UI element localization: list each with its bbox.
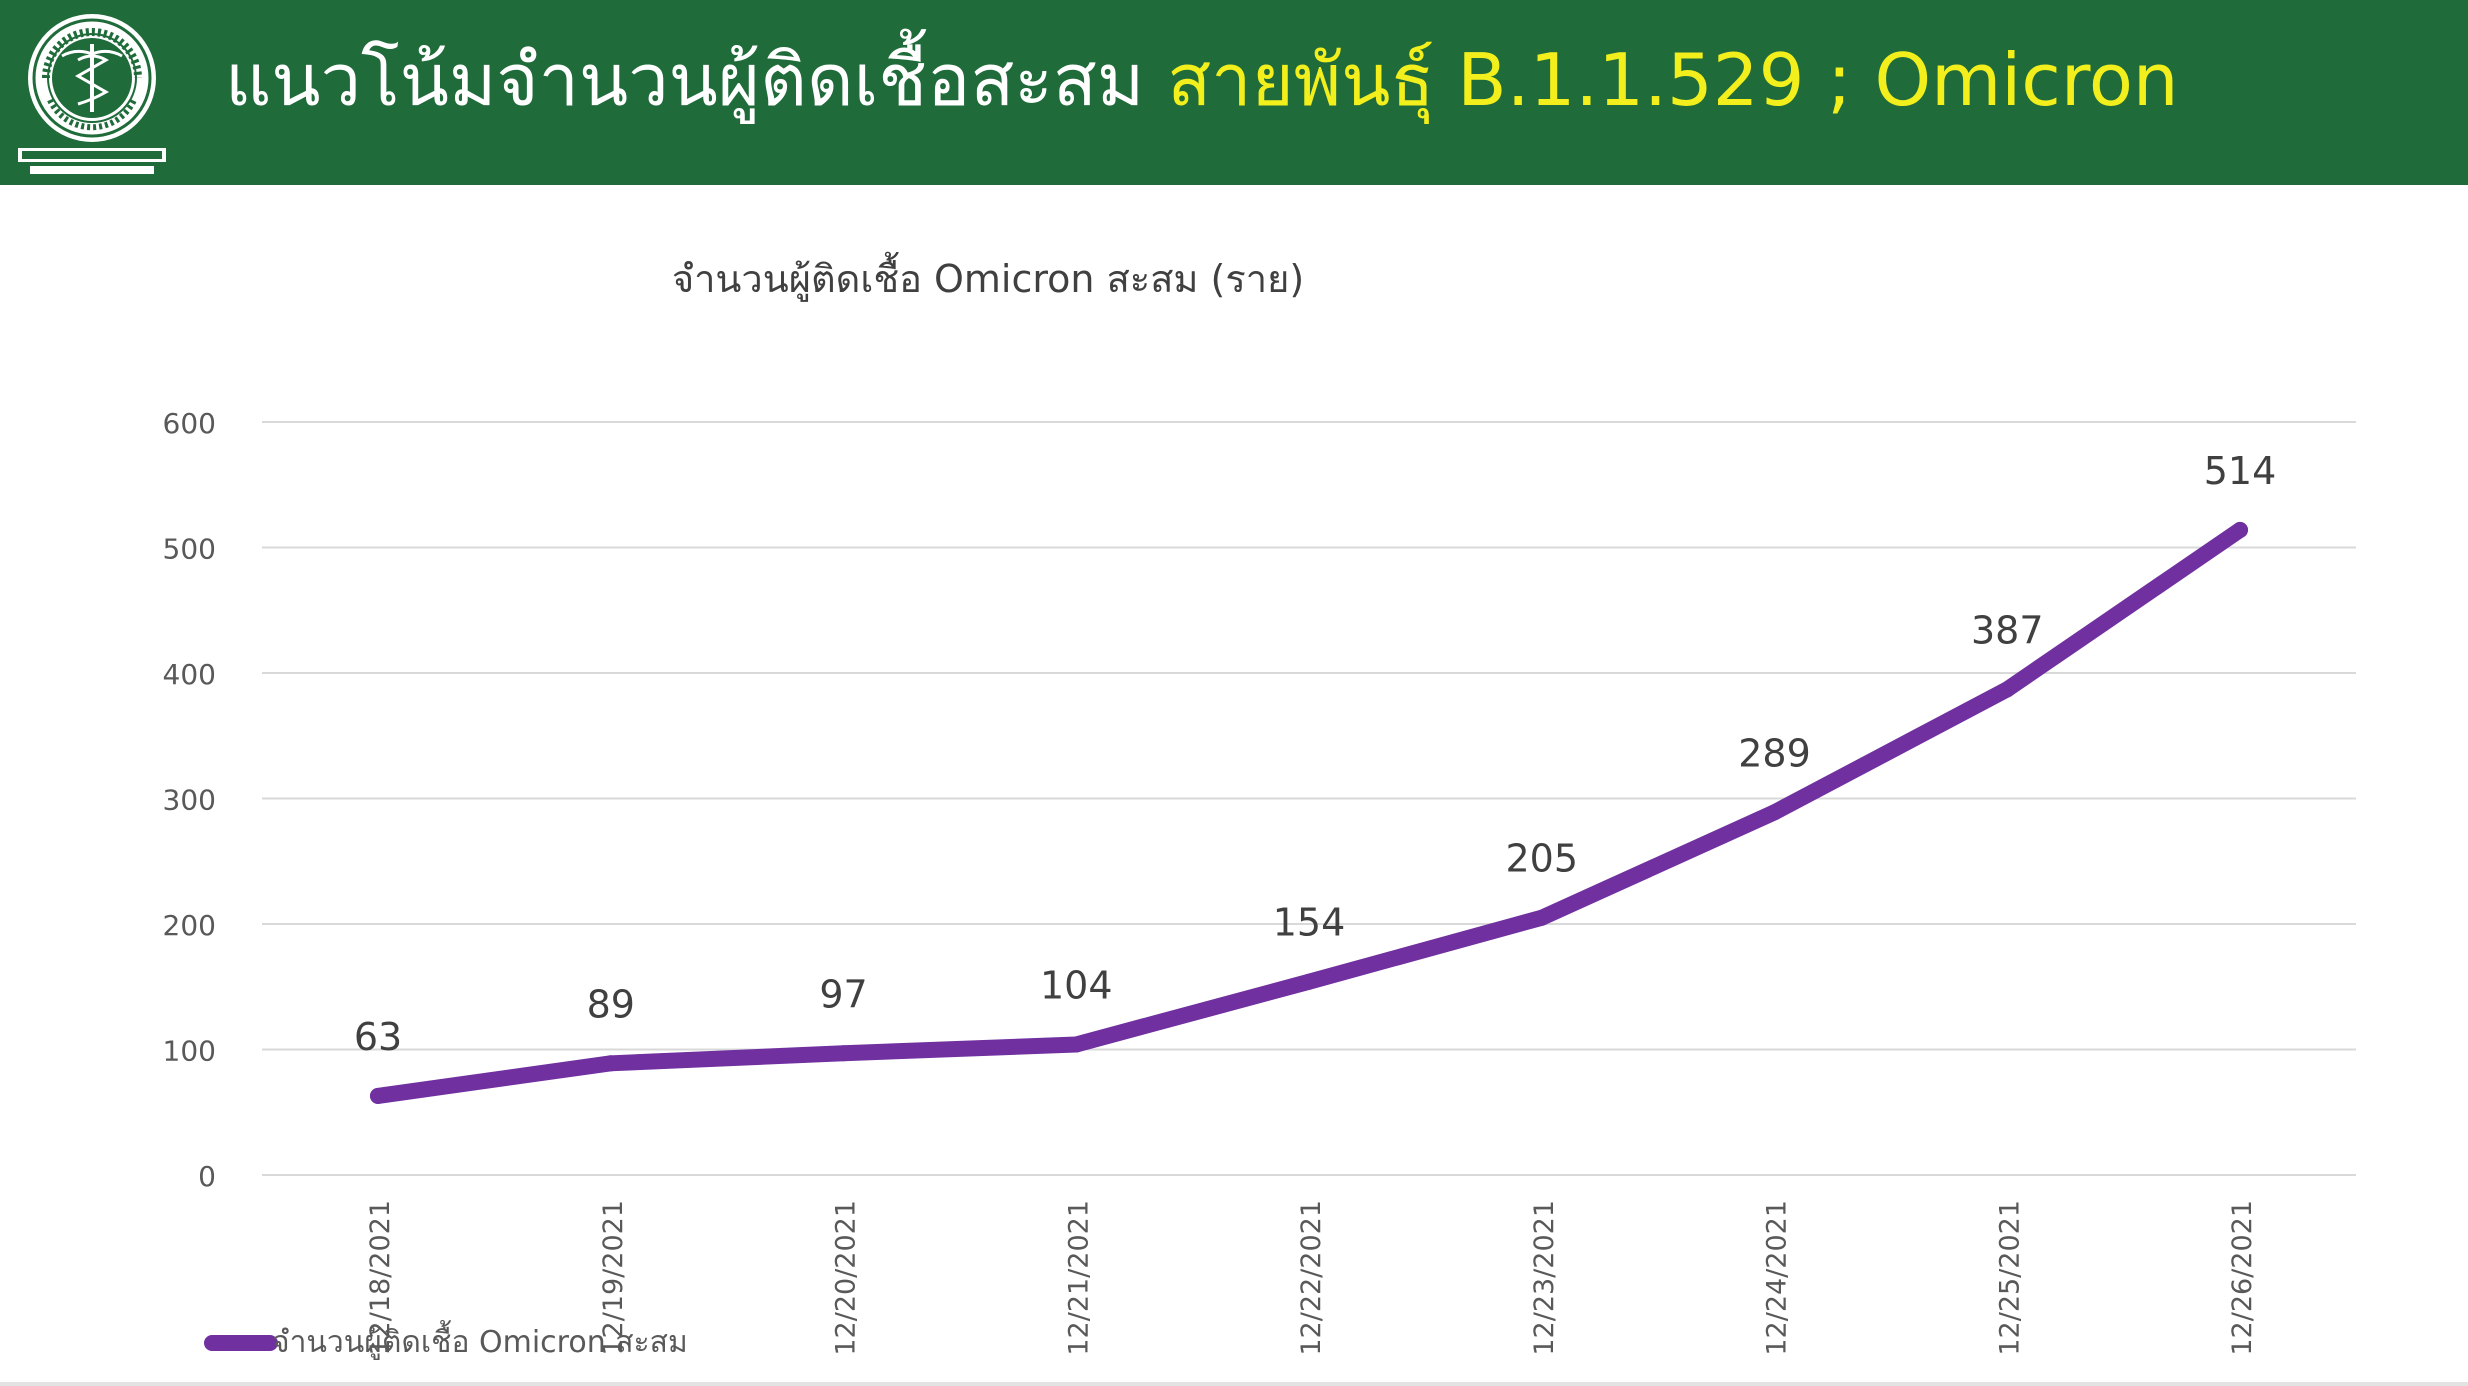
data-label-1: 89	[587, 982, 635, 1026]
y-tick-label-200: 200	[163, 909, 216, 942]
data-point-6	[1766, 804, 1783, 821]
omicron-cumulative-line-chart: จำนวนผู้ติดเชื้อ Omicron สะสม (ราย) 0 100…	[163, 251, 2356, 1360]
data-point-8	[2232, 521, 2248, 538]
x-tick-label-4: 12/22/2021	[1296, 1200, 1327, 1356]
data-label-7: 387	[1971, 608, 2044, 652]
footer-divider	[0, 1382, 2468, 1386]
data-point-2	[835, 1045, 852, 1062]
data-point-4	[1301, 973, 1317, 990]
chart-gridlines	[262, 421, 2356, 1176]
series-line-0	[370, 521, 2248, 1104]
data-point-7	[1999, 681, 2016, 698]
y-axis-tick-labels: 0 100 200 300 400 500 600	[163, 407, 216, 1193]
x-tick-label-3: 12/21/2021	[1063, 1200, 1094, 1356]
data-point-1	[602, 1055, 619, 1072]
x-tick-label-5: 12/23/2021	[1529, 1200, 1560, 1356]
data-label-2: 97	[819, 972, 867, 1016]
data-label-3: 104	[1040, 963, 1113, 1007]
x-tick-label-1: 12/19/2021	[598, 1200, 629, 1356]
data-point-0	[370, 1087, 386, 1104]
chart-title: จำนวนผู้ติดเชื้อ Omicron สะสม (ราย)	[672, 251, 1304, 302]
chart-series	[370, 521, 2248, 1104]
x-tick-label-0: 12/18/2021	[365, 1200, 396, 1356]
y-tick-label-0: 0	[198, 1160, 216, 1193]
data-label-0: 63	[354, 1015, 402, 1059]
x-tick-label-8: 12/26/2021	[2227, 1200, 2258, 1356]
y-tick-label-100: 100	[163, 1035, 216, 1068]
chart-legend: จำนวนผู้ติดเชื้อ Omicron สะสม	[204, 1320, 688, 1360]
department-seal-logo	[18, 14, 166, 174]
data-label-5: 205	[1505, 837, 1578, 881]
page-title-variant: สายพันธุ์ B.1.1.529 ; Omicron	[1167, 38, 2179, 122]
x-tick-label-6: 12/24/2021	[1762, 1200, 1793, 1356]
y-tick-label-500: 500	[163, 533, 216, 566]
y-tick-label-600: 600	[163, 407, 216, 440]
x-axis-tick-labels: 12/18/2021 12/19/2021 12/20/2021 12/21/2021…	[365, 1200, 2258, 1356]
data-label-8: 514	[2204, 449, 2277, 493]
seal-ring-text-path	[42, 28, 142, 79]
header-banner: แนวโน้มจำนวนผู้ติดเชื้อสะสม สายพันธุ์ B.…	[0, 0, 2468, 185]
legend-label: จำนวนผู้ติดเชื้อ Omicron สะสม	[272, 1320, 688, 1360]
data-point-5	[1533, 909, 1550, 926]
data-label-4: 154	[1273, 901, 1346, 945]
data-label-6: 289	[1738, 731, 1811, 775]
x-tick-label-2: 12/20/2021	[831, 1200, 862, 1356]
page-title-thai: แนวโน้มจำนวนผู้ติดเชื้อสะสม	[225, 38, 1145, 122]
data-point-3	[1068, 1036, 1085, 1053]
x-tick-label-7: 12/25/2021	[1994, 1200, 2025, 1356]
y-tick-label-400: 400	[163, 658, 216, 691]
page-title: แนวโน้มจำนวนผู้ติดเชื้อสะสม สายพันธุ์ B.…	[225, 30, 2179, 130]
y-tick-label-300: 300	[163, 784, 216, 817]
data-labels: 63 89 97 104 154 205 289 387 514	[354, 449, 2276, 1059]
